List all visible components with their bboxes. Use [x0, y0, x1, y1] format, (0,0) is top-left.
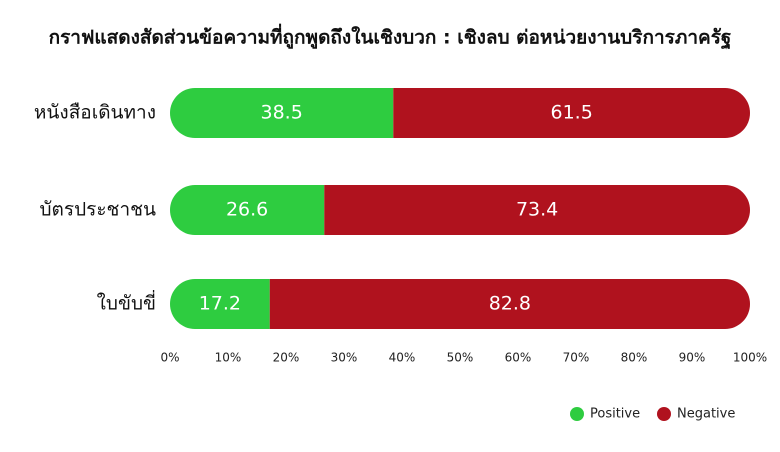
- legend-swatch: [657, 407, 671, 421]
- data-label: 73.4: [516, 199, 558, 221]
- bar-segment: [170, 185, 325, 235]
- x-tick-label: 0%: [160, 351, 179, 365]
- x-tick-label: 60%: [505, 351, 532, 365]
- data-label: 17.2: [199, 293, 241, 315]
- legend-label: Negative: [677, 407, 735, 422]
- bar-segment: [393, 88, 750, 138]
- category-label: หนังสือเดินทาง: [34, 102, 156, 124]
- bar-row: [170, 88, 750, 138]
- legend-label: Positive: [590, 407, 640, 422]
- x-tick-label: 80%: [621, 351, 648, 365]
- x-tick-label: 40%: [389, 351, 416, 365]
- legend-swatch: [570, 407, 584, 421]
- data-label: 38.5: [260, 102, 302, 124]
- x-tick-label: 70%: [563, 351, 590, 365]
- category-label: บัตรประชาชน: [39, 199, 156, 221]
- bar-segment: [324, 185, 750, 235]
- x-tick-label: 90%: [679, 351, 706, 365]
- x-tick-label: 50%: [447, 351, 474, 365]
- category-label: ใบขับขี่: [97, 290, 156, 315]
- bar-row: [170, 279, 750, 329]
- x-tick-label: 30%: [331, 351, 358, 365]
- x-tick-label: 20%: [273, 351, 300, 365]
- data-label: 61.5: [550, 102, 592, 124]
- data-label: 82.8: [489, 293, 531, 315]
- chart-title: กราฟแสดงสัดส่วนข้อความที่ถูกพูดถึงในเชิง…: [49, 24, 732, 51]
- bar-segment: [170, 279, 270, 329]
- bar-segment: [269, 279, 750, 329]
- x-tick-label: 10%: [215, 351, 242, 365]
- bar-row: [170, 185, 750, 235]
- bar-segment: [170, 88, 394, 138]
- data-label: 26.6: [226, 199, 268, 221]
- x-tick-label: 100%: [733, 351, 767, 365]
